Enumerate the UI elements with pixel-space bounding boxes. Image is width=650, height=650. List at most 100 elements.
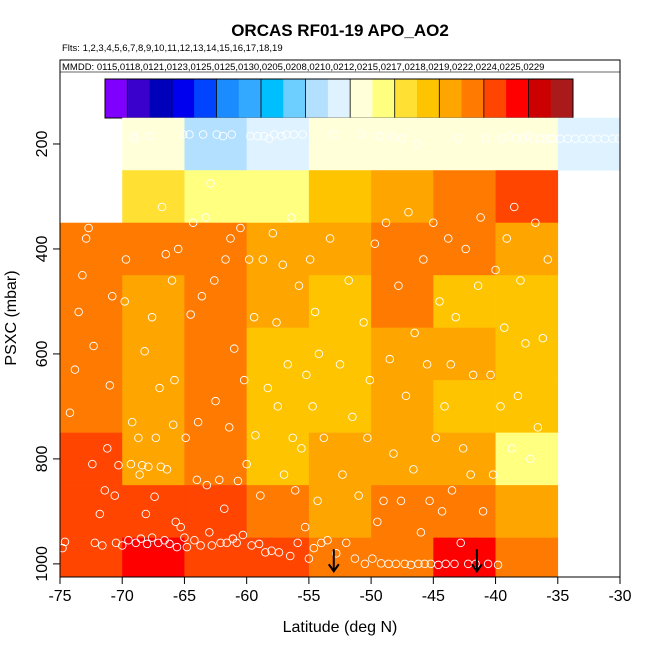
heatmap-cell [246, 117, 310, 171]
observation-point [186, 310, 195, 319]
observation-point [110, 491, 120, 500]
heatmap-cell [433, 380, 496, 433]
colorbar-swatch [127, 79, 151, 118]
observation-point [391, 559, 401, 569]
observation-point [126, 459, 136, 469]
observation-point [512, 134, 521, 143]
observation-point [216, 538, 225, 548]
observation-point [182, 542, 192, 552]
observation-point [261, 548, 270, 557]
heatmap-cell [308, 170, 372, 224]
x-tick-label: -40 [484, 588, 507, 605]
observation-point [105, 381, 115, 390]
colorbar-swatch [105, 79, 128, 118]
heatmap-cell [122, 485, 185, 538]
observation-point [212, 130, 222, 139]
observation-point [437, 507, 447, 516]
observation-point [141, 509, 151, 519]
heatmap-cell [184, 222, 247, 276]
heatmap-cell [60, 222, 123, 276]
colorbar-swatch [528, 79, 552, 118]
observation-point [348, 412, 357, 422]
observation-point [409, 465, 418, 474]
observation-point [293, 538, 302, 548]
colorbar-swatch [149, 79, 173, 118]
observation-point [338, 470, 347, 479]
observation-point [394, 281, 403, 290]
observation-point [493, 560, 503, 570]
heatmap-cell [60, 275, 123, 328]
observation-point [491, 265, 500, 275]
observation-point [135, 470, 144, 479]
observation-point [370, 239, 380, 248]
x-tick-label: -35 [546, 588, 569, 605]
observation-point [221, 255, 230, 264]
observation-point [521, 339, 530, 348]
observation-point [389, 449, 398, 458]
heatmap-cell [433, 170, 496, 224]
observation-point [365, 375, 375, 385]
observation-point [190, 536, 199, 545]
observation-point [100, 486, 110, 495]
y-tick-label: 200 [34, 131, 51, 158]
observation-point [536, 134, 545, 143]
observation-point [414, 559, 423, 569]
observation-point [435, 297, 444, 306]
observation-point [420, 559, 429, 569]
heatmap-cell [433, 485, 496, 538]
heatmap-cell [308, 380, 372, 433]
observation-point [319, 433, 329, 443]
observation-point [81, 234, 91, 243]
observation-point [546, 134, 555, 143]
observation-point [478, 507, 488, 516]
observation-point [134, 433, 143, 443]
legend-box [59, 59, 621, 73]
observation-point [161, 249, 171, 259]
observation-point [131, 538, 141, 548]
observation-point [233, 476, 243, 486]
observation-point [268, 228, 278, 238]
observation-point [531, 218, 540, 227]
y-tick-label: 400 [34, 236, 51, 263]
observation-point [254, 539, 264, 549]
colorbar-swatch [506, 79, 529, 118]
observation-point [74, 307, 83, 317]
observation-point [440, 402, 449, 411]
observation-point [431, 433, 441, 443]
observation-point [359, 318, 368, 327]
observation-point [114, 460, 123, 470]
observation-point [404, 207, 413, 217]
colorbar-swatch [283, 79, 307, 118]
observation-point [117, 541, 127, 550]
x-axis-label: Latitude (deg N) [283, 619, 398, 636]
heatmap-cell [371, 537, 434, 578]
observation-point [446, 360, 456, 369]
heatmap-cell [308, 275, 372, 328]
observation-point [538, 333, 548, 343]
observation-point [210, 276, 219, 285]
observation-point [127, 417, 137, 427]
heatmap-cell [184, 327, 247, 381]
heatmap-cell [308, 485, 372, 538]
observation-point [206, 179, 215, 188]
colorbar-swatch [238, 79, 262, 118]
observation-point [283, 360, 292, 369]
observation-point [232, 538, 241, 548]
observation-point [533, 423, 543, 432]
heatmap-cell [433, 327, 496, 381]
observation-point [325, 234, 335, 243]
heatmap-cell [495, 380, 559, 433]
chart-title: ORCAS RF01-19 APO_AO2 [231, 21, 449, 40]
observation-point [242, 459, 251, 469]
observation-point [142, 539, 152, 549]
observation-point [335, 360, 345, 369]
heatmap-cell [495, 222, 559, 276]
observation-point [473, 281, 483, 290]
x-tick-label: -55 [297, 588, 320, 605]
observation-point [614, 134, 624, 143]
heatmap-cell [433, 275, 496, 328]
observation-point [453, 134, 463, 143]
heatmap-cell [122, 432, 185, 486]
observation-point [344, 276, 353, 285]
observation-point [400, 559, 409, 569]
